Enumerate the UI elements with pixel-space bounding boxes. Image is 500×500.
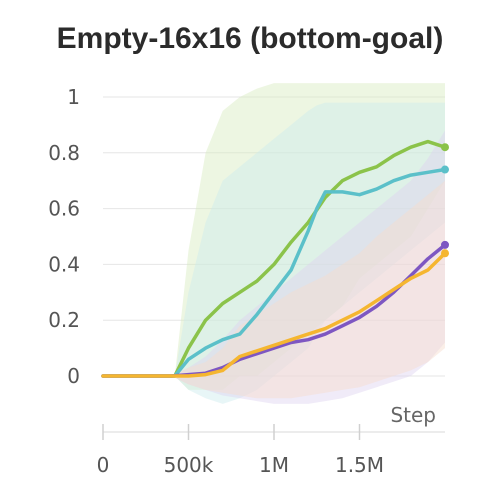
y-tick-label: 0.4 [48, 252, 80, 276]
x-tick-label: 1.5M [335, 453, 384, 477]
y-tick-label: 1 [67, 85, 80, 109]
x-axis-label: Step [390, 403, 436, 427]
chart-title: Empty-16x16 (bottom-goal) [56, 22, 444, 55]
series-line [101, 167, 447, 378]
y-tick-label: 0.8 [48, 141, 80, 165]
x-tick-label: 500k [164, 453, 214, 477]
series-band [103, 83, 445, 390]
axis-layer: 0 0.2 0.4 0.6 0.8 1 0 500k 1M 1.5M Step [48, 85, 445, 477]
y-tick-label: 0.2 [48, 308, 80, 332]
series-line [101, 139, 447, 378]
series-end-point [441, 249, 449, 258]
y-tick-label: 0.6 [48, 197, 80, 221]
series-end-point [441, 165, 449, 174]
x-tick-label: 0 [97, 453, 110, 477]
y-tick-label: 0 [67, 364, 80, 388]
series-band [103, 180, 445, 399]
series-end-point [441, 240, 449, 249]
series-band [103, 102, 445, 404]
series-line [101, 251, 447, 378]
confidence-band-layer [103, 83, 445, 404]
series-end-point [441, 143, 449, 152]
series-line-layer [101, 139, 449, 378]
x-tick-label: 1M [259, 453, 289, 477]
series-band [103, 130, 445, 404]
